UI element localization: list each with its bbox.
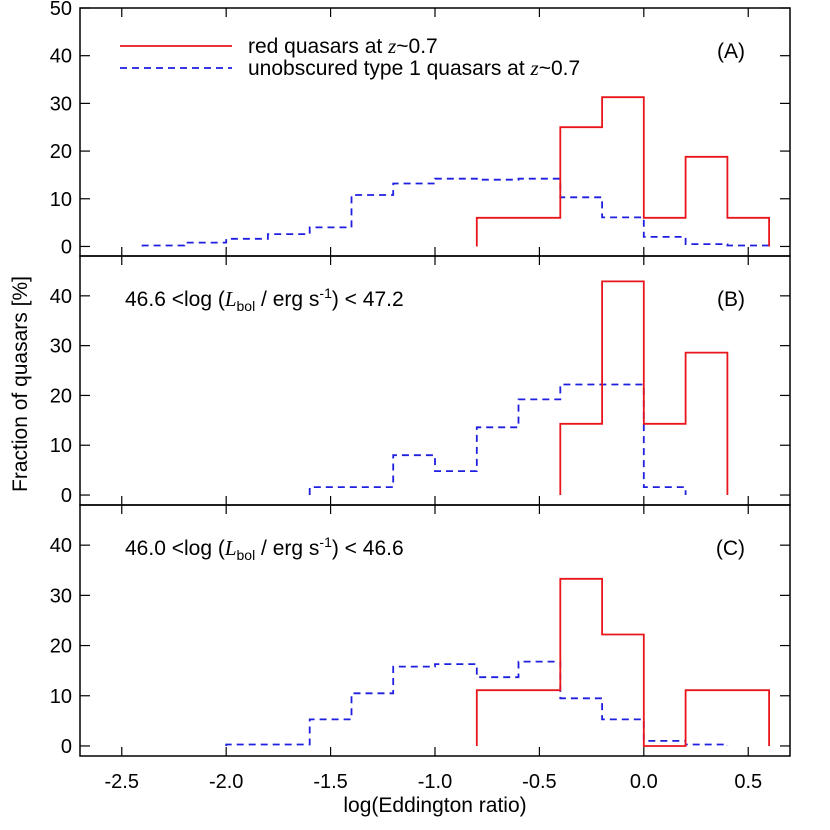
x-tick-label: -2.5 <box>105 771 139 793</box>
y-axis-label: Fraction of quasars [%] <box>9 276 32 492</box>
y-tick-label: 20 <box>50 141 72 163</box>
y-tick-label: 40 <box>50 46 72 68</box>
red-histogram-series <box>475 577 770 747</box>
panel-a: 0 10 20 30 40 50 (A) red quasars at z~0.7unobsc… <box>50 0 791 258</box>
y-tick-label: 0 <box>61 236 72 258</box>
panel-tag: (C) <box>716 537 745 560</box>
x-axis: -2.5 -2.0 -1.5 -1.0 -0.5 0.0 0.5 <box>105 771 763 793</box>
luminosity-range-label: 46.6 <log (Lbol / erg s-1) < 47.2 <box>125 285 404 314</box>
luminosity-range-label: 46.0 <log (Lbol / erg s-1) < 46.6 <box>125 534 404 563</box>
y-tick-label: 10 <box>50 435 72 457</box>
x-tick-label: -2.0 <box>209 771 243 793</box>
x-tick-label: -1.5 <box>313 771 347 793</box>
y-tick-label: 0 <box>61 485 72 507</box>
x-axis-label: log(Eddington ratio) <box>343 794 526 817</box>
panel-c: 0 10 20 30 40 (C) 46.0 <log (Lbol / erg s-1) <… <box>50 504 791 758</box>
legend-entry-red: red quasars at z~0.7 <box>248 34 438 58</box>
red-histogram-series <box>475 96 770 247</box>
x-tick-label: -0.5 <box>522 771 556 793</box>
x-tick-label: 0.0 <box>630 771 658 793</box>
x-tick-label: -1.0 <box>418 771 452 793</box>
y-tick-label: 30 <box>50 336 72 358</box>
y-tick-label: 30 <box>50 585 72 607</box>
legend-entry-blue: unobscured type 1 quasars at z~0.7 <box>248 56 580 80</box>
y-tick-label: 10 <box>50 686 72 708</box>
y-tick-label: 20 <box>50 385 72 407</box>
y-tick-label: 20 <box>50 636 72 658</box>
panel-b: 0 10 20 30 40 (B) 46.6 <log (Lbol / erg s-1) <… <box>50 255 791 507</box>
y-tick-label: 40 <box>50 535 72 557</box>
y-tick-label: 0 <box>61 736 72 758</box>
y-tick-label: 10 <box>50 189 72 211</box>
blue-histogram-series <box>308 383 687 495</box>
red-histogram-series <box>559 280 729 495</box>
y-tick-label: 30 <box>50 93 72 115</box>
x-tick-label: 0.5 <box>734 771 762 793</box>
y-tick-label: 40 <box>50 286 72 308</box>
y-tick-label: 50 <box>50 0 72 20</box>
blue-histogram-series <box>225 660 729 746</box>
panel-tag: (B) <box>717 288 745 311</box>
panel-tag: (A) <box>717 40 745 63</box>
panels-layer: 0 10 20 30 40 50 (A) red quasars at z~0.7unobsc… <box>50 0 791 758</box>
blue-histogram-series <box>141 177 770 247</box>
